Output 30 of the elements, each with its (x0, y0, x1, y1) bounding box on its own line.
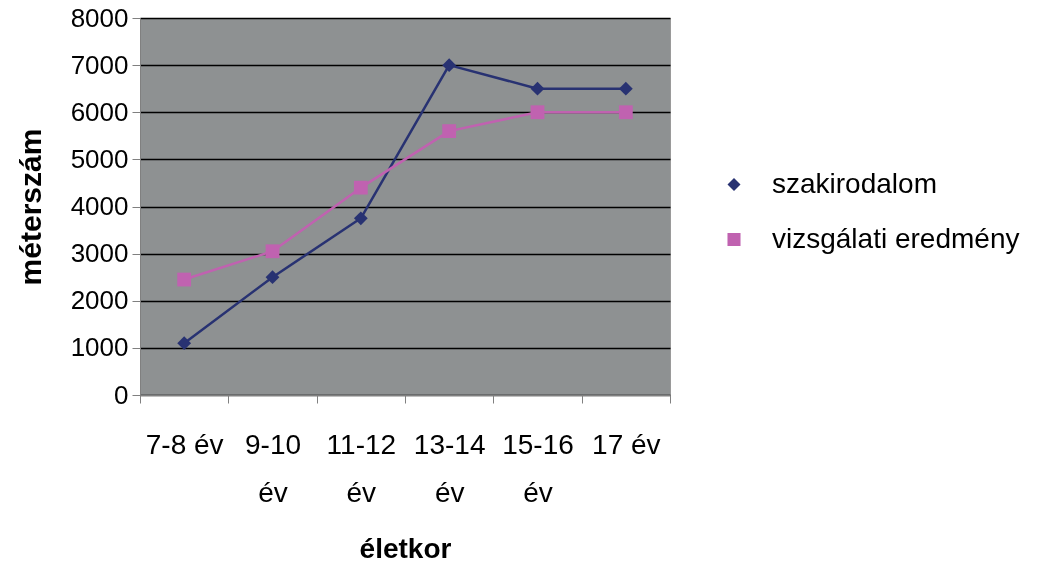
y-axis-title: méterszám (13, 128, 47, 286)
point (530, 105, 545, 120)
y-tick-label: 1000 (70, 332, 129, 363)
x-tick-label: 9-10 év (244, 428, 302, 508)
x-axis-title: életkor (359, 532, 452, 564)
point (530, 81, 545, 96)
legend-label: vizsgálati eredmény (772, 222, 1020, 254)
point (265, 244, 280, 259)
point (442, 58, 457, 73)
point (353, 211, 368, 226)
y-tick-label: 7000 (70, 49, 129, 80)
y-tick-label: 4000 (70, 191, 129, 221)
y-tick-label: 0 (114, 379, 129, 410)
point (353, 180, 368, 195)
x-tick-label: 13-14 év (413, 428, 486, 508)
y-tick-label: 2000 (70, 285, 129, 316)
y-tick-label: 3000 (70, 238, 129, 269)
point (618, 105, 633, 120)
y-tick-label: 6000 (70, 96, 129, 127)
y-tick-label: 8000 (70, 2, 129, 33)
point (177, 336, 192, 351)
y-tick-label: 5000 (70, 143, 129, 174)
x-tick-label: 17 év (592, 428, 661, 460)
point (618, 81, 633, 96)
x-tick-label: 15-16 év (502, 428, 574, 508)
x-tick-label: 7-8 év (145, 428, 224, 460)
point (442, 124, 457, 138)
point (265, 270, 280, 285)
legend-label: szakirodalom (772, 167, 937, 199)
point (177, 272, 192, 287)
